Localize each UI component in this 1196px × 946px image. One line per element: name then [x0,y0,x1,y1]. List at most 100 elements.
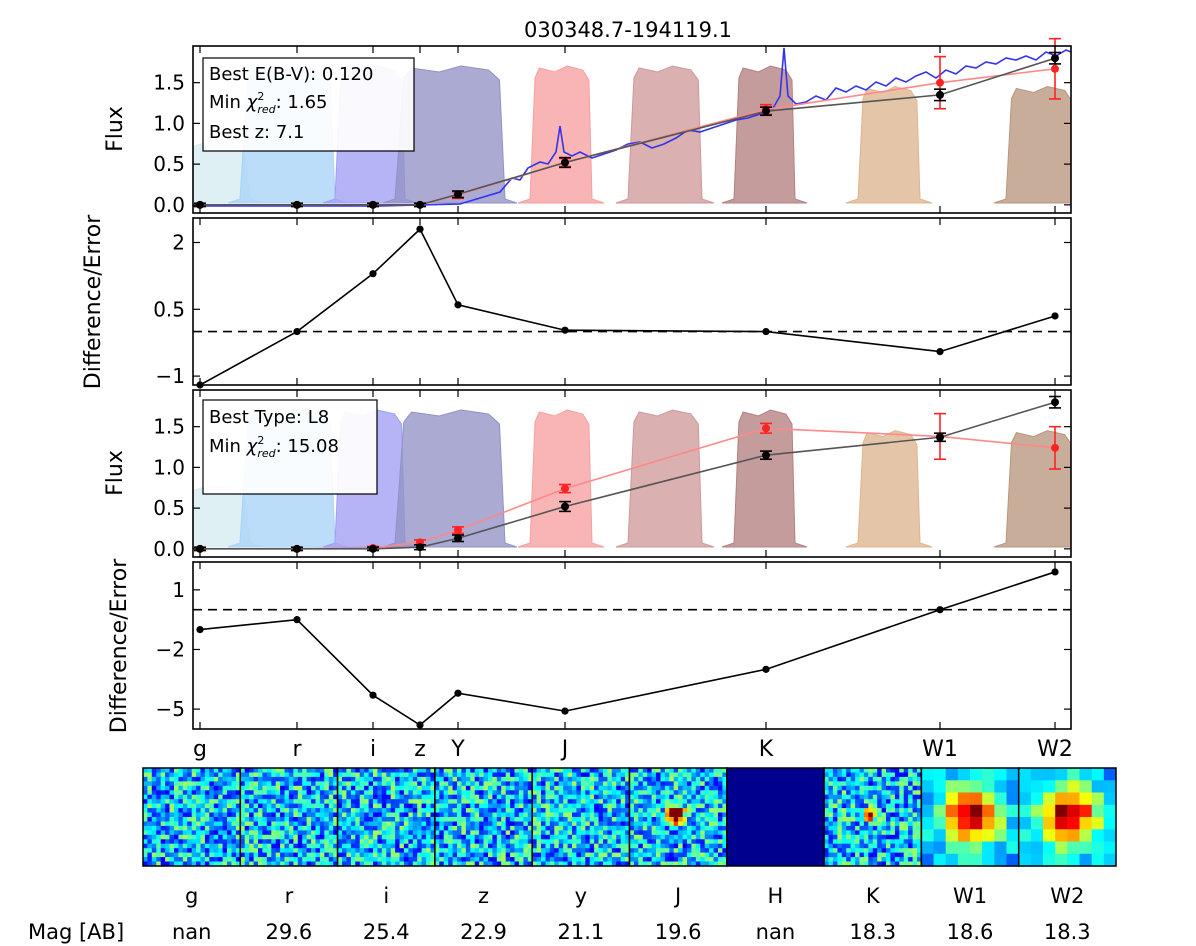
y-tick-label: 1.0 [153,111,185,135]
filter-label: z [414,737,426,762]
data-point [762,665,770,673]
residual-line [199,227,1056,386]
thumbnail-band-label: K [866,884,881,908]
filter-curve [615,409,715,548]
panel-diff-star: −5 −2 1 [156,561,1072,730]
data-point [454,190,462,199]
data-point [936,348,944,356]
data-point [1051,398,1059,407]
filter-label: g [193,737,207,762]
series-group [194,37,1061,209]
data-point [454,689,462,697]
data-point [369,200,377,209]
data-point [1051,568,1059,576]
residual-line [199,571,1056,727]
panel-flux-star: 0.0 0.5 1.0 1.5 Flux Best Type: L8 Min χ2 re… [103,389,1072,561]
thumbnail-band-label: H [768,884,784,908]
data-point [561,158,569,167]
data-point [369,691,377,699]
thumbnail-mag-value: 19.6 [655,920,702,944]
data-point [936,90,944,99]
chart-title: 030348.7-194119.1 [524,18,732,42]
panel-flux-galaxy: 0.0 0.5 1.0 1.5 Flux Best E(B-V): 0.120 Min… [103,37,1072,217]
y-tick-label: 0.5 [153,152,185,176]
y-tick-label: 0.0 [153,193,185,217]
thumbnail-frame [1017,767,1117,867]
y-tick-label: 0.5 [153,496,185,520]
thumbnail-mag-value: nan [756,920,796,944]
filter-label: Y [450,737,465,762]
y-ticks: 0.0 0.5 1.0 1.5 [153,390,1071,561]
series-group [193,568,1071,729]
data-point [293,327,301,336]
data-point [561,502,569,511]
info-z: Best z: 7.1 [209,122,304,143]
data-point [293,544,301,553]
thumbnail-g [142,767,242,867]
thumbnail-K [823,767,923,867]
plot-frame [192,561,1072,730]
y-tick-label: 2 [172,230,185,254]
filter-label: W1 [922,737,958,762]
data-point [454,526,462,535]
thumbnail-J [628,767,728,867]
panel-diff-galaxy: −1 0.5 2 [153,217,1072,389]
data-point [561,707,569,715]
filter-curve [993,430,1071,548]
data-point [561,484,569,493]
mag-label: Mag [AB] [28,920,124,944]
series-group [194,395,1061,553]
data-point [416,200,424,209]
info-box: Best E(B-V): 0.120 Min χ2 red: 1.65 Best … [202,57,415,152]
data-point [762,327,770,336]
data-point [762,107,770,116]
thumbnail-band-label: z [478,884,489,908]
thumbnail-i [336,767,436,867]
thumbnail-W2 [1017,767,1117,867]
data-point [454,301,462,309]
y-ticks: −1 0.5 2 [153,218,1071,388]
thumbnail-mag-value: 25.4 [363,920,410,944]
filter-curve [993,85,1071,204]
data-point [454,534,462,543]
data-point [762,424,770,433]
y-tick-label: 0.0 [153,537,185,561]
flux-axis-label: Flux [103,106,128,152]
plot-frame [192,217,1072,386]
thumbnail-strip [142,767,1117,867]
thumbnail-y [531,767,631,867]
thumbnail-band-label: g [185,884,198,908]
series-group [193,225,1071,389]
plot-frame [192,389,1072,558]
thumbnail-H [726,767,825,867]
data-point [416,225,424,233]
data-point [1051,443,1059,452]
data-point [1051,312,1059,320]
thumbnail-mag-value: 18.3 [849,920,896,944]
data-point [936,606,944,614]
thumbnail-mag-value: 18.3 [1044,920,1091,944]
info-ebv: Best E(B-V): 0.120 [209,64,373,85]
model-spectrum-line [193,47,1071,207]
filter-curve [615,65,715,204]
info-box: Best Type: L8 Min χ2 red: 15.08 [202,399,378,495]
thumbnail-r [239,767,339,867]
filter-curve [845,430,933,548]
filter-label: W2 [1037,737,1073,762]
thumbnail-band-label: J [673,884,681,908]
thumbnail-mag-value: nan [172,920,212,944]
diff-axis-label: Difference/Error [81,214,106,389]
thumbnail-mag-value: 18.6 [947,920,994,944]
data-point [293,616,301,624]
filter-label: K [759,737,774,762]
thumbnail-band-label: r [285,884,294,908]
data-point [936,433,944,442]
info-chi2: Min χ2 red: 1.65 [209,90,327,116]
thumbnail-band-label: y [575,884,587,908]
data-point [369,270,377,278]
info-type: Best Type: L8 [209,407,329,428]
thumbnail-band-label: W2 [1050,884,1084,908]
filter-curve [721,65,808,204]
thumbnail-band-label: W1 [953,884,987,908]
